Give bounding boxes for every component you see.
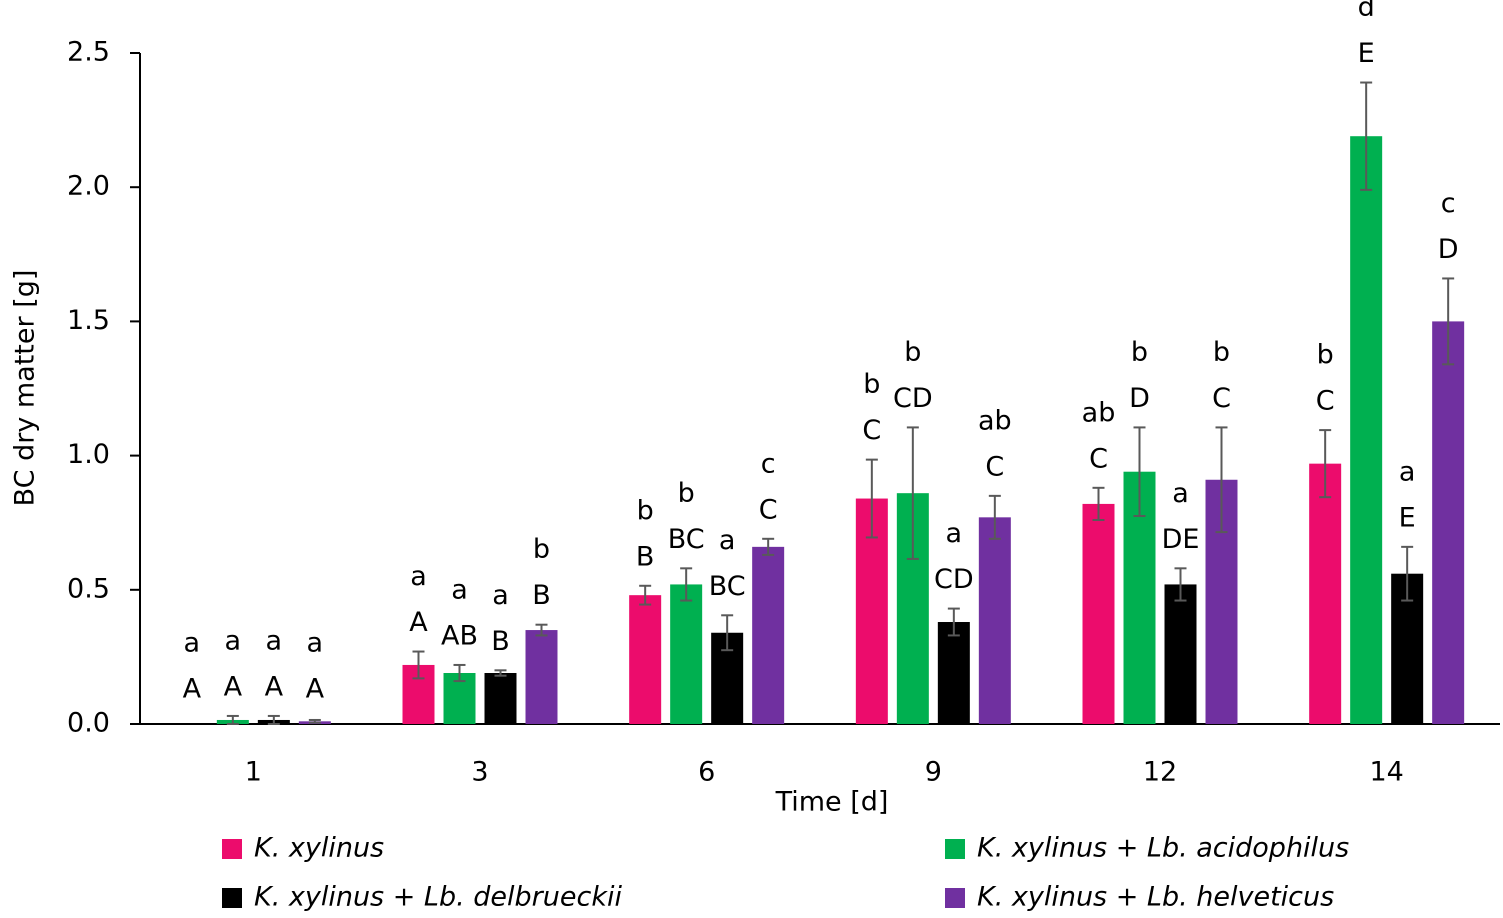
group-label-lower: ab [1082,397,1116,428]
legend-label: K. xylinus [254,833,384,864]
bar [1432,321,1465,724]
legend-swatch [222,888,242,908]
group-label-upper: BC [668,524,705,555]
group-label-upper: A [224,671,243,702]
group-label-upper: E [1399,502,1416,533]
group-label-upper: D [1129,383,1150,414]
y-tick-label: 0.5 [67,573,110,604]
group-label-upper: C [1212,383,1231,414]
group-label-upper: CD [934,564,974,595]
group-label-lower: b [1213,337,1230,368]
legend-swatch [222,839,242,859]
group-label-upper: B [636,541,655,572]
group-label-lower: a [719,525,736,556]
group-label-upper: C [759,494,778,525]
y-tick-label: 2.5 [67,37,110,68]
group-label-upper: C [1316,386,1335,417]
group-label-upper: E [1358,38,1375,69]
bar [484,673,517,724]
bar [629,595,662,724]
x-tick-label: 12 [1143,757,1177,788]
x-axis-label: Time [d] [775,787,889,818]
group-label-upper: A [409,607,428,638]
bar [937,622,970,724]
bar [752,546,785,724]
bar [525,630,558,724]
x-tick-label: 3 [471,757,488,788]
group-label-lower: b [533,534,550,565]
bar [1350,136,1383,725]
group-label-lower: ab [978,405,1012,436]
group-label-upper: A [265,671,284,702]
group-label-upper: CD [893,383,933,414]
group-label-upper: B [532,580,551,611]
group-label-lower: b [1131,337,1148,368]
group-label-lower: a [1399,456,1416,487]
group-label-upper: BC [709,571,746,602]
group-label-lower: a [492,580,509,611]
group-label-upper: C [862,415,881,446]
x-tick-label: 6 [698,757,715,788]
y-tick-label: 0.0 [67,708,110,739]
legend-label: K. xylinus + Lb. delbrueckii [254,882,622,913]
group-label-lower: b [1317,340,1334,371]
legend-swatch [945,888,965,908]
bar [670,584,703,724]
bar [1309,463,1342,724]
y-tick-label: 1.5 [67,305,110,336]
bar [1082,503,1115,724]
group-label-lower: d [1358,0,1375,23]
group-label-lower: b [863,369,880,400]
group-label-lower: a [451,574,468,605]
y-tick-label: 2.0 [67,171,110,202]
group-label-lower: c [761,448,776,479]
x-tick-label: 9 [925,757,942,788]
group-label-lower: b [678,478,695,509]
bar [1164,584,1197,724]
group-label-upper: AB [441,620,478,651]
group-label-lower: a [184,628,201,659]
group-label-lower: a [225,625,242,656]
group-label-lower: a [266,625,283,656]
group-label-lower: c [1441,188,1456,219]
group-label-lower: a [946,518,963,549]
legend-swatch [945,839,965,859]
legend-label: K. xylinus + Lb. helveticus [977,882,1334,913]
group-label-upper: A [183,674,202,705]
group-label-upper: A [306,674,325,705]
bar [978,517,1011,724]
group-label-upper: B [491,626,510,657]
group-label-lower: a [410,561,427,592]
x-tick-label: 1 [245,757,262,788]
legend-label: K. xylinus + Lb. acidophilus [977,833,1349,864]
group-label-lower: b [637,495,654,526]
group-label-upper: D [1438,234,1459,265]
group-label-upper: C [1089,443,1108,474]
y-axis-label: BC dry matter [g] [10,270,41,507]
group-label-lower: b [904,337,921,368]
x-tick-label: 14 [1369,757,1403,788]
group-label-upper: C [985,451,1004,482]
y-tick-label: 1.0 [67,439,110,470]
group-label-lower: a [1172,478,1189,509]
group-label-upper: DE [1162,524,1200,555]
group-label-lower: a [307,628,324,659]
